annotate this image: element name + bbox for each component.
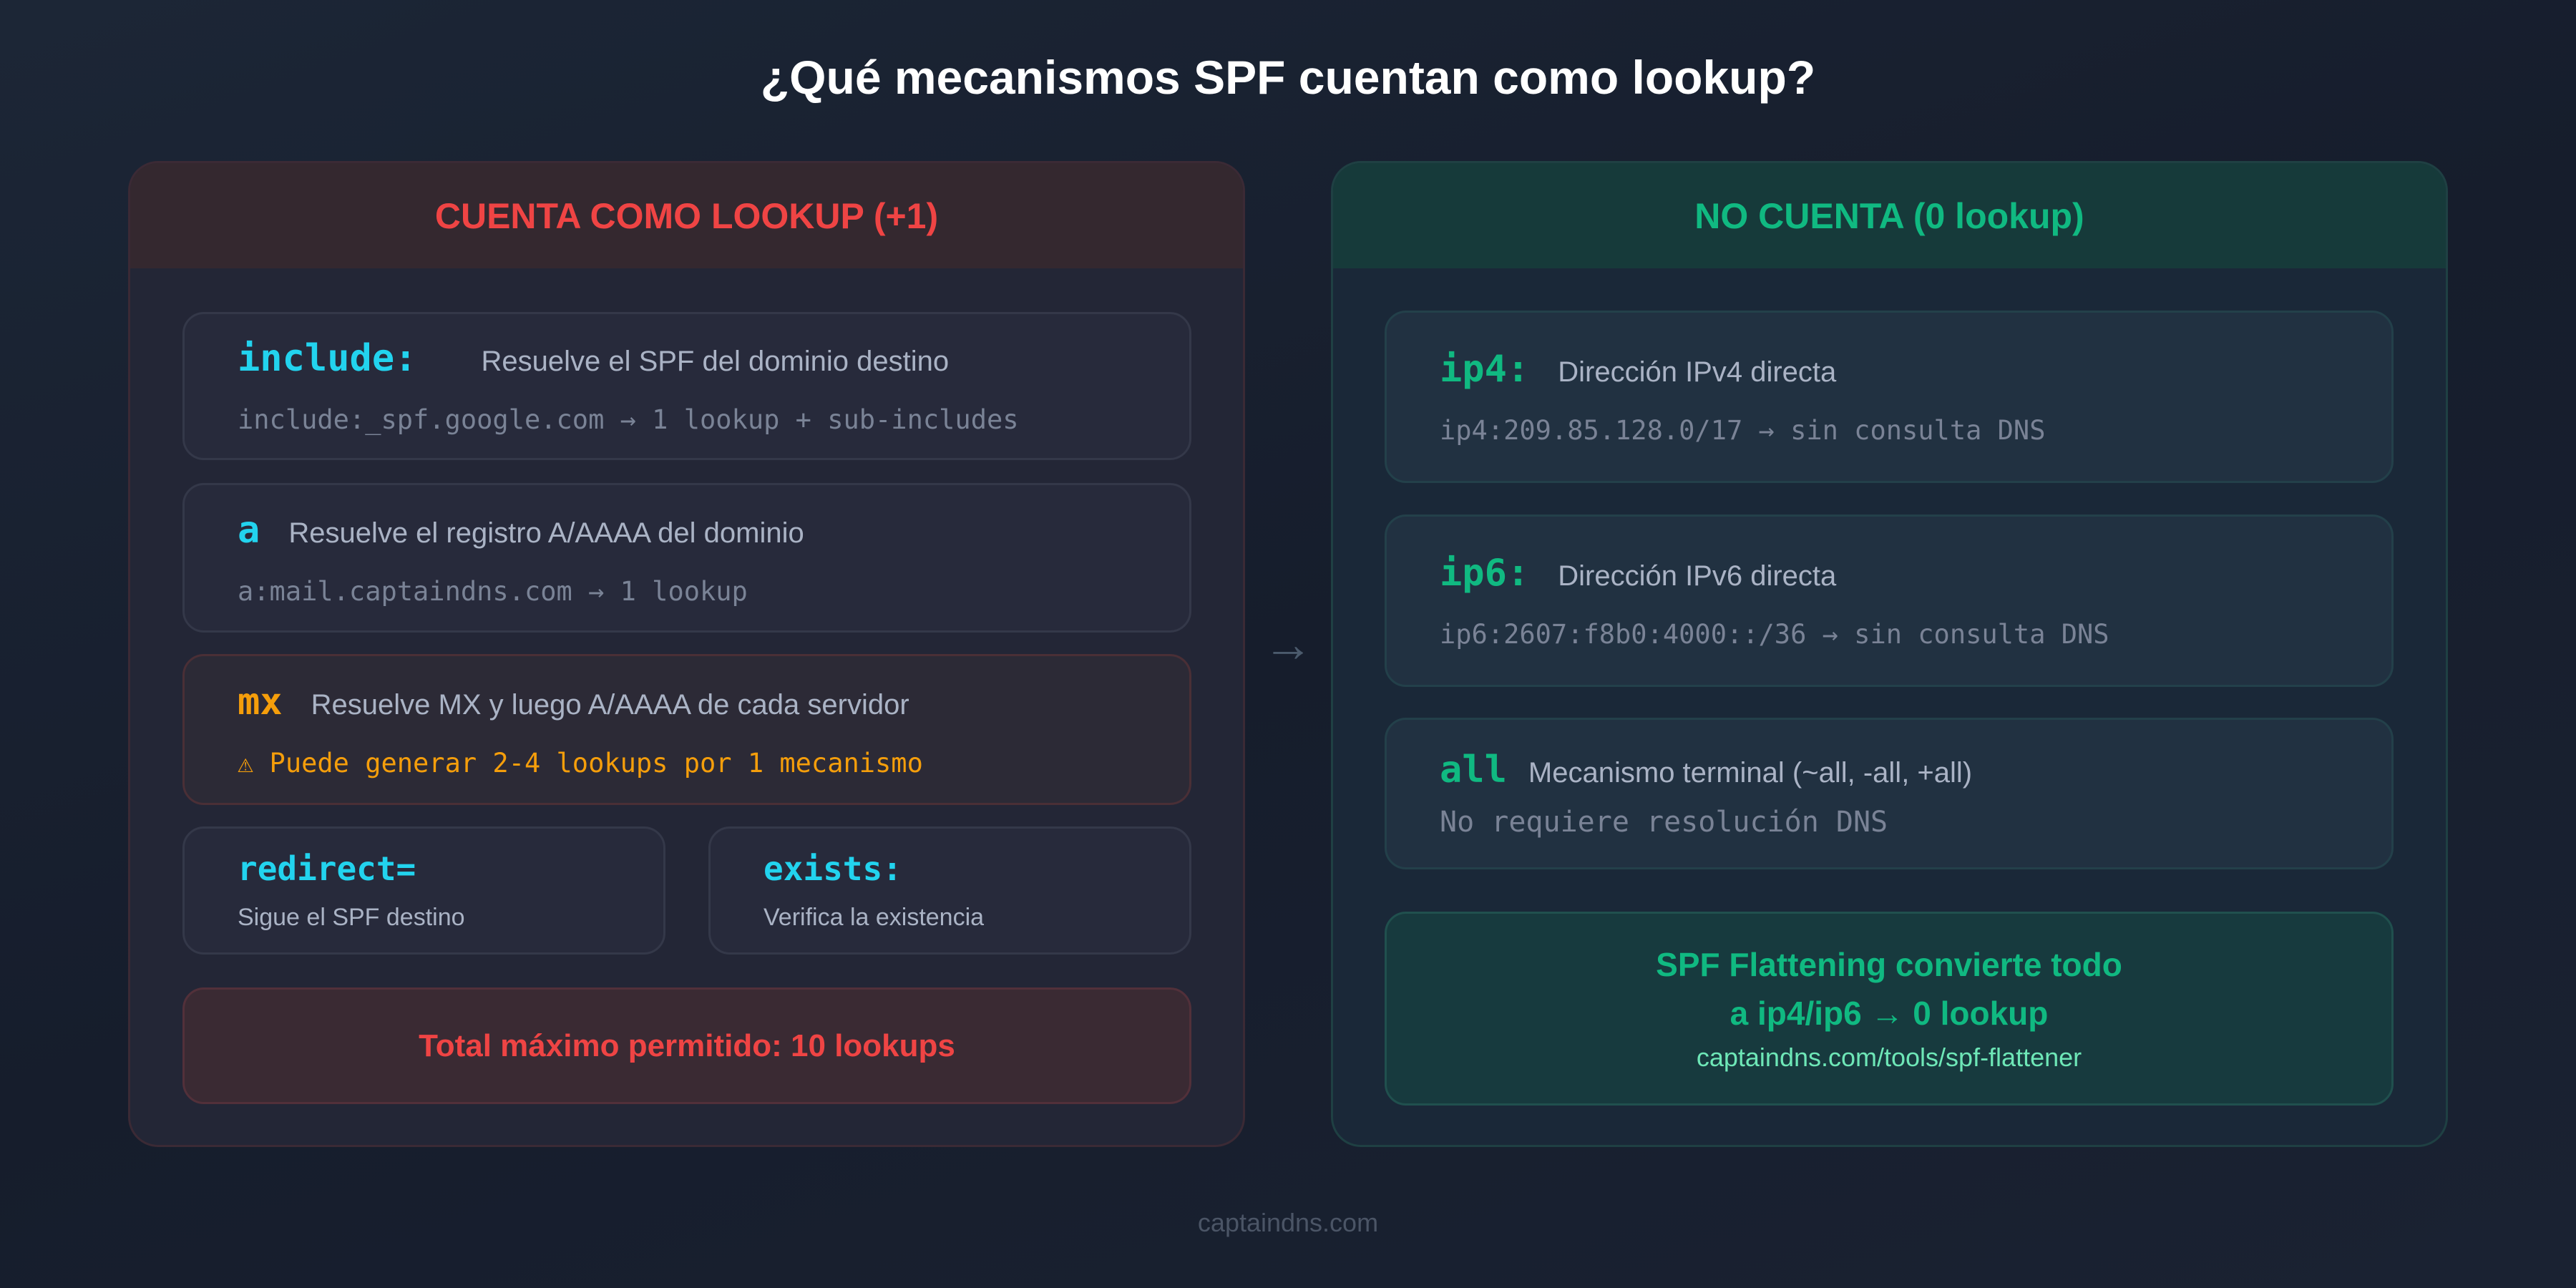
total-limit-card: Total máximo permitido: 10 lookups [182,987,1191,1104]
panel-header: CUENTA COMO LOOKUP (+1) [130,163,1243,268]
flattener-link[interactable]: captaindns.com/tools/spf-flattener [1696,1042,2082,1072]
example: include:_spf.google.com → 1 lookup + sub… [238,404,1019,435]
example: ip4:209.85.128.0/17 → sin consulta DNS [1440,415,2046,446]
flattening-card: SPF Flattening convierte todo a ip4/ip6 … [1385,912,2394,1106]
a-card: a Resuelve el registro A/AAAA del dominio… [182,483,1191,633]
arrow-right-icon: → [1263,616,1313,672]
keyword: ip6: [1440,552,1530,595]
example: No requiere resolución DNS [1440,806,1888,839]
flattening-line-2: a ip4/ip6 → 0 lookup [1729,994,2049,1032]
keyword: a [238,509,260,552]
include-card: include: Resuelve el SPF del dominio dest… [182,312,1191,460]
description: Dirección IPv4 directa [1558,356,1837,388]
keyword: include: [238,337,417,380]
example: ip6:2607:f8b0:4000::/36 → sin consulta D… [1440,619,2109,650]
keyword: ip4: [1440,348,1530,391]
description: Resuelve el SPF del dominio destino [481,346,950,377]
flattening-line-1: SPF Flattening convierte todo [1656,945,2122,983]
total-text: Total máximo permitido: 10 lookups [419,1028,955,1063]
description: Resuelve MX y luego A/AAAA de cada servi… [311,689,909,721]
ip6-card: ip6: Dirección IPv6 directa ip6:2607:f8b0… [1385,514,2394,687]
keyword: exists: [763,849,902,888]
description: Mecanismo terminal (~all, -all, +all) [1528,757,1973,789]
keyword: redirect= [238,849,416,888]
description: Resuelve el registro A/AAAA del dominio [288,517,804,549]
mx-card: mx Resuelve MX y luego A/AAAA de cada ser… [182,654,1191,805]
ip4-card: ip4: Dirección IPv4 directa ip4:209.85.12… [1385,311,2394,483]
description: Verifica la existencia [763,904,985,931]
keyword: mx [238,680,283,723]
description: Sigue el SPF destino [238,904,465,931]
exists-card: exists: Verifica la existencia [708,826,1191,955]
keyword: all [1440,748,1507,791]
description: Dirección IPv6 directa [1558,560,1837,592]
example: a:mail.captaindns.com → 1 lookup [238,576,748,607]
all-card: all Mecanismo terminal (~all, -all, +all)… [1385,718,2394,869]
footer-brand: captaindns.com [1197,1208,1379,1237]
page-title: ¿Qué mecanismos SPF cuentan como lookup? [760,51,1816,104]
redirect-card: redirect= Sigue el SPF destino [182,826,665,955]
warning-text: ⚠ Puede generar 2-4 lookups por 1 mecani… [238,748,923,779]
panel-header: NO CUENTA (0 lookup) [1333,163,2446,268]
